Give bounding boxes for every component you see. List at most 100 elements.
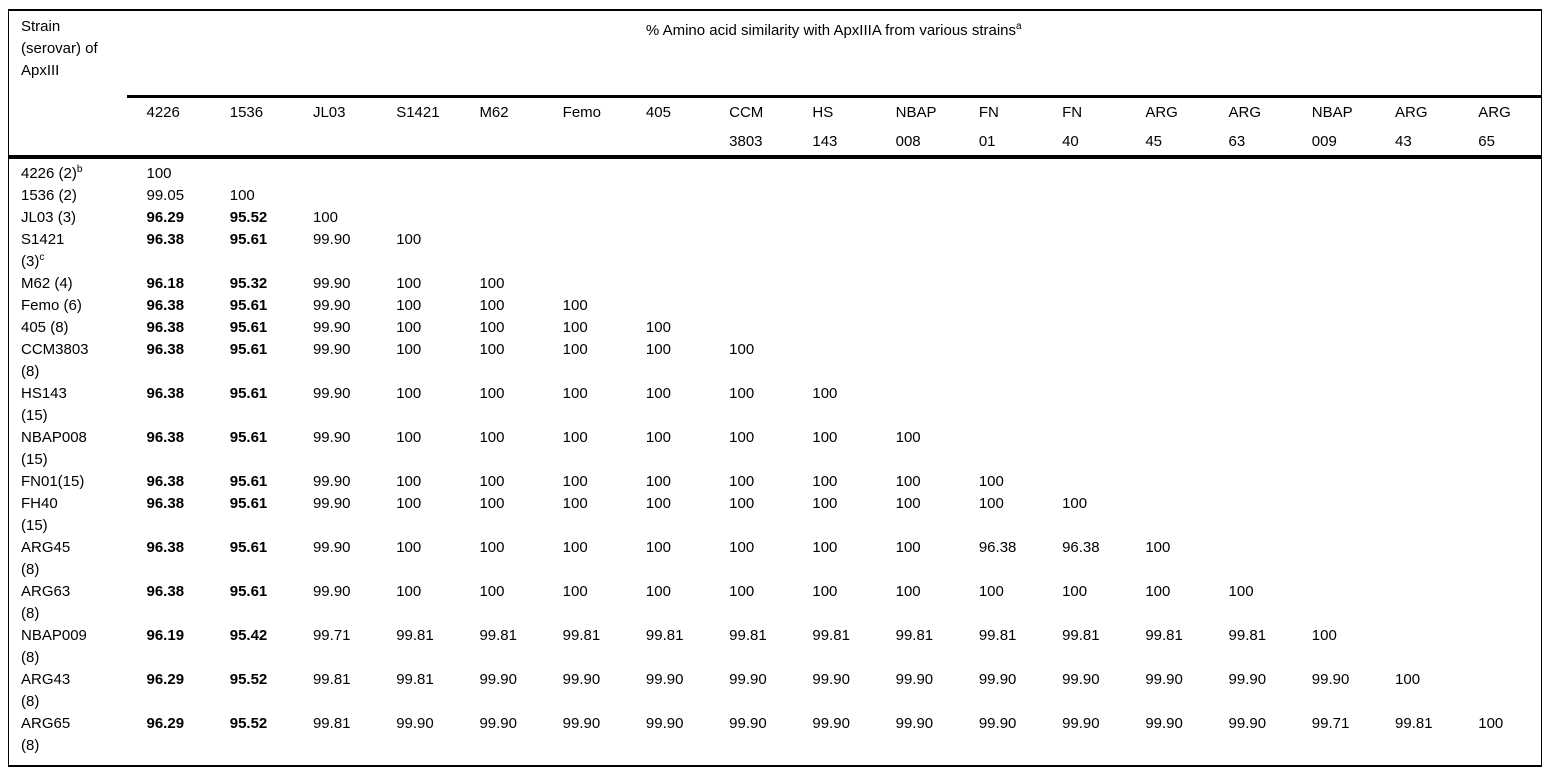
similarity-cell [959,207,1042,229]
similarity-cell: 100 [895,583,921,600]
similarity-cell [1125,471,1208,493]
row-label: NBAP009 (8) [21,627,87,666]
similarity-cell: 99.90 [479,671,517,688]
similarity-cell [626,157,709,185]
similarity-cell: 100 [396,297,422,314]
similarity-cell: 100 [645,385,671,402]
similarity-cell [959,427,1042,471]
similarity-cell: 95.61 [229,539,268,556]
column-header: 4226 [126,96,210,159]
similarity-cell: 100 [1062,495,1088,512]
similarity-cell: 99.90 [312,385,351,402]
similarity-cell [876,295,959,317]
similarity-cell [1458,625,1541,669]
similarity-cell: 99.90 [729,671,767,688]
similarity-cell: 99.81 [479,627,517,644]
similarity-cell: 100 [895,495,921,512]
similarity-cell: 100 [396,319,422,336]
similarity-cell: 100 [396,231,422,248]
table-header: Strain (serovar) of ApxIII % Amino acid … [8,10,1542,159]
table-row: M62 (4) 96.18 95.32 99.90 100 100 [9,273,1542,295]
similarity-cell [959,185,1042,207]
similarity-cell [626,229,709,273]
similarity-cell: 100 [812,473,838,490]
footnote-marker-a: a [1016,21,1022,32]
similarity-cell: 99.81 [1395,715,1433,732]
similarity-cell: 99.90 [729,715,767,732]
similarity-cell: 100 [895,473,921,490]
similarity-cell: 100 [645,583,671,600]
similarity-cell [1209,207,1292,229]
similarity-cell [1458,493,1541,537]
similarity-cell: 100 [396,429,422,446]
similarity-cell [376,185,459,207]
similarity-cell: 99.90 [312,231,351,248]
similarity-cell: 95.42 [229,627,268,644]
similarity-cell: 99.90 [562,715,601,732]
similarity-cell: 99.90 [312,297,351,314]
similarity-cell: 96.29 [146,715,185,732]
similarity-cell: 100 [812,539,838,556]
similarity-cell [1375,471,1458,493]
similarity-cell: 100 [562,583,588,600]
table-row: ARG65 (8) 96.29 95.52 99.81 99.90 99.90 99.90 99… [9,713,1542,766]
similarity-cell [1292,471,1375,493]
similarity-cell [792,207,875,229]
similarity-cell: 99.90 [895,715,934,732]
similarity-cell: 99.81 [312,671,351,688]
similarity-cell: 99.90 [978,715,1017,732]
similarity-cell [1042,185,1125,207]
similarity-cell [376,207,459,229]
similarity-cell: 99.05 [146,187,185,204]
similarity-cell: 99.90 [1228,715,1267,732]
similarity-cell [876,207,959,229]
similarity-cell: 99.90 [312,319,351,336]
similarity-cell: 100 [479,341,505,358]
similarity-cell [1125,339,1208,383]
similarity-cell [543,185,626,207]
similarity-cell: 96.38 [146,473,185,490]
similarity-cell: 96.29 [146,671,185,688]
similarity-cell: 100 [812,583,838,600]
similarity-cell: 95.61 [229,429,268,446]
table-row: ARG63 (8) 96.38 95.61 99.90 100 100 100 100 100 10… [9,581,1542,625]
similarity-cell [959,273,1042,295]
similarity-cell [876,273,959,295]
similarity-cell: 99.90 [312,275,351,292]
similarity-cell [792,229,875,273]
similarity-cell: 100 [729,583,755,600]
table-row: ARG45 (8) 96.38 95.61 99.90 100 100 100 100 100 10… [9,537,1542,581]
similarity-cell [1458,383,1541,427]
similarity-cell: 96.29 [146,209,185,226]
similarity-cell [1125,185,1208,207]
column-header: FN 01 [958,96,1043,159]
spanning-header: % Amino acid similarity with ApxIIIA fro… [126,10,1542,98]
similarity-cell [959,383,1042,427]
similarity-cell [876,339,959,383]
similarity-cell [626,295,709,317]
similarity-cell: 100 [562,297,588,314]
column-header: CCM 3803 [709,96,793,159]
similarity-cell [543,157,626,185]
column-header: ARG 63 [1208,96,1292,159]
similarity-cell [1209,383,1292,427]
similarity-cell: 96.38 [1062,539,1100,556]
corner-header: Strain (serovar) of ApxIII [8,10,127,159]
similarity-cell: 99.81 [645,627,684,644]
similarity-cell: 96.38 [146,341,185,358]
column-header: Femo [542,96,626,159]
similarity-cell [459,185,542,207]
similarity-cell [459,207,542,229]
column-header: HS 143 [792,96,876,159]
similarity-cell [959,229,1042,273]
similarity-cell [1042,317,1125,339]
similarity-cell: 99.71 [1311,715,1350,732]
similarity-cell [709,273,792,295]
footnote-marker: c [39,252,45,263]
similarity-cell: 99.90 [312,539,351,556]
similarity-cell: 100 [396,495,422,512]
table-row: NBAP009 (8) 96.19 95.42 99.71 99.81 99.81 99.81… [9,625,1542,669]
similarity-cell: 99.90 [479,715,517,732]
similarity-cell: 99.90 [1311,671,1350,688]
similarity-cell: 99.81 [396,627,434,644]
